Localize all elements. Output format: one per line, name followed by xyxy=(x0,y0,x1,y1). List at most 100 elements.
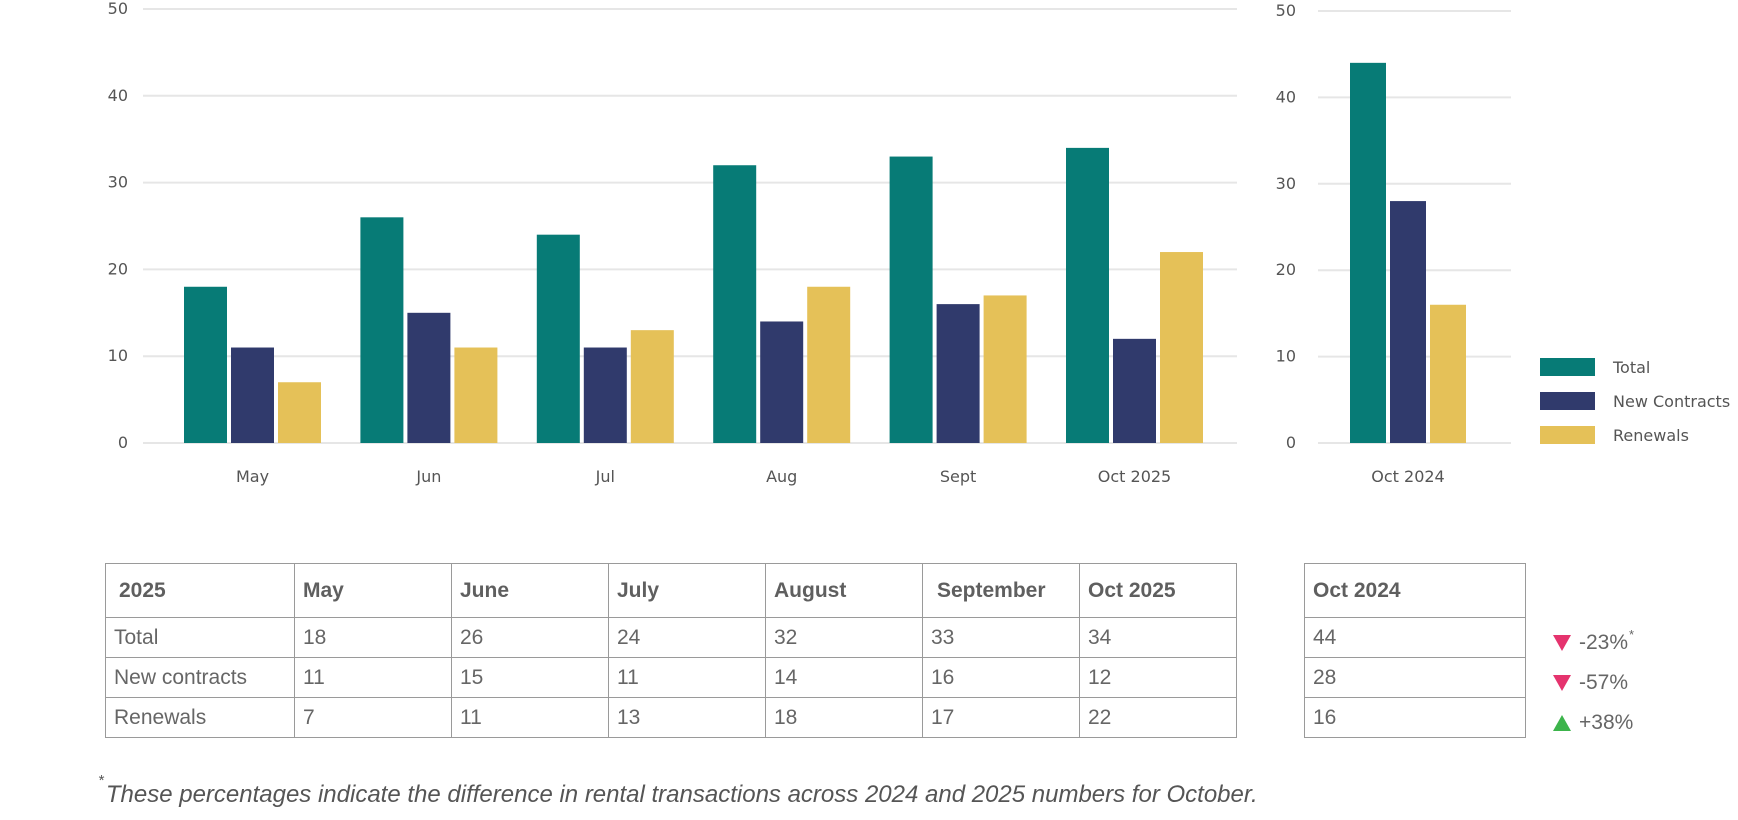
cell: 18 xyxy=(294,617,452,658)
chart-legend: Total New Contracts Renewals xyxy=(1540,358,1730,445)
legend-label-new-contracts: New Contracts xyxy=(1613,392,1730,411)
row-label-new-contracts: New contracts xyxy=(105,657,295,698)
cell: 15 xyxy=(451,657,609,698)
bar-renewals-sept xyxy=(983,295,1027,443)
cell: 28 xyxy=(1304,657,1526,698)
bar-new-contracts-oct-2024 xyxy=(1390,201,1426,443)
table-row: New contracts 11 15 11 14 16 12 xyxy=(105,657,1237,698)
y-tick-label: 30 xyxy=(1276,174,1296,193)
cell: 44 xyxy=(1304,617,1526,658)
cell: 11 xyxy=(451,697,609,738)
table-row: 28 xyxy=(1304,657,1526,698)
bar-new-contracts-oct-2025 xyxy=(1113,338,1156,443)
cell: 14 xyxy=(765,657,923,698)
cell: 32 xyxy=(765,617,923,658)
y-tick-label: 30 xyxy=(108,173,128,192)
table-row: 44 xyxy=(1304,617,1526,658)
y-tick-label: 40 xyxy=(1276,87,1296,106)
change-total-value: -23% xyxy=(1579,631,1629,654)
table-header-row: 2025 May June July August September Oct … xyxy=(105,563,1237,618)
header-september: September xyxy=(922,563,1080,618)
down-arrow-icon xyxy=(1553,675,1571,691)
cell: 7 xyxy=(294,697,452,738)
bar-new-contracts-may xyxy=(231,347,274,443)
x-tick-label: Jul xyxy=(595,467,615,486)
bar-total-jul xyxy=(536,234,580,443)
cell: 16 xyxy=(1304,697,1526,738)
legend-swatch-renewals xyxy=(1540,426,1595,444)
y-tick-label: 10 xyxy=(1276,347,1296,366)
cell: 12 xyxy=(1079,657,1237,698)
change-renewals: +38% xyxy=(1553,709,1633,737)
header-year: 2025 xyxy=(105,563,295,618)
table-row: Total 18 26 24 32 33 34 xyxy=(105,617,1237,658)
x-tick-label: Sept xyxy=(940,467,976,486)
oct-2024-bar-chart: 0 10 20 30 40 50 Oct 2024 xyxy=(1276,1,1511,486)
header-may: May xyxy=(294,563,452,618)
bar-renewals-jun xyxy=(454,347,498,443)
y-tick-label: 0 xyxy=(118,433,128,452)
charts-area: 0 10 20 30 40 50 May Jun Jul Aug Sept Oct 2025 0 10 2… xyxy=(108,0,1731,486)
cell: 11 xyxy=(294,657,452,698)
bar-total-sept xyxy=(889,156,933,443)
bar-total-oct-2025 xyxy=(1066,147,1109,443)
down-arrow-icon xyxy=(1553,635,1571,651)
y-tick-label: 40 xyxy=(108,86,128,105)
change-renewals-value: +38% xyxy=(1579,711,1634,734)
cell: 34 xyxy=(1079,617,1237,658)
bar-total-oct-2024 xyxy=(1350,62,1386,444)
cell: 18 xyxy=(765,697,923,738)
header-oct-2024: Oct 2024 xyxy=(1304,563,1526,618)
bar-renewals-aug xyxy=(807,286,851,443)
change-total: -23% * xyxy=(1553,627,1634,657)
header-july: July xyxy=(608,563,766,618)
monthly-bar-chart: 0 10 20 30 40 50 May Jun Jul Aug Sept Oct 2025 xyxy=(108,0,1237,486)
cell: 26 xyxy=(451,617,609,658)
monthly-data-table: 2025 May June July August September Oct … xyxy=(105,563,1237,738)
row-label-renewals: Renewals xyxy=(105,697,295,738)
y-tick-label: 20 xyxy=(1276,260,1296,279)
cell: 24 xyxy=(608,617,766,658)
oct-2024-data-table: Oct 2024 44 28 16 xyxy=(1304,563,1526,738)
x-tick-label: Jun xyxy=(415,467,441,486)
bar-new-contracts-sept xyxy=(936,304,980,443)
y-tick-label: 0 xyxy=(1286,433,1296,452)
change-new-contracts: -57% xyxy=(1553,669,1628,697)
table-header-row: Oct 2024 xyxy=(1304,563,1526,618)
bar-total-jun xyxy=(360,217,404,443)
header-oct-2025: Oct 2025 xyxy=(1079,563,1237,618)
bar-total-aug xyxy=(713,165,757,444)
x-tick-label: May xyxy=(236,467,269,486)
legend-swatch-total xyxy=(1540,358,1595,376)
header-august: August xyxy=(765,563,923,618)
legend-label-total: Total xyxy=(1612,358,1650,377)
legend-swatch-new-contracts xyxy=(1540,392,1595,410)
bar-renewals-oct-2025 xyxy=(1160,252,1203,443)
cell: 17 xyxy=(922,697,1080,738)
footnote-text: These percentages indicate the differenc… xyxy=(105,781,1258,808)
cell: 22 xyxy=(1079,697,1237,738)
x-tick-label: Oct 2025 xyxy=(1098,467,1171,486)
bar-total-may xyxy=(184,286,227,443)
bar-new-contracts-jun xyxy=(407,312,451,443)
bar-renewals-jul xyxy=(630,330,674,443)
cell: 13 xyxy=(608,697,766,738)
header-june: June xyxy=(451,563,609,618)
table-row: 16 xyxy=(1304,697,1526,738)
cell: 33 xyxy=(922,617,1080,658)
bar-new-contracts-aug xyxy=(760,321,804,443)
x-tick-label: Aug xyxy=(766,467,797,486)
up-arrow-icon xyxy=(1553,715,1571,731)
cell: 11 xyxy=(608,657,766,698)
change-new-contracts-value: -57% xyxy=(1579,671,1629,694)
y-tick-label: 50 xyxy=(1276,1,1296,20)
y-tick-label: 50 xyxy=(108,0,128,18)
cell: 16 xyxy=(922,657,1080,698)
y-tick-label: 10 xyxy=(108,346,128,365)
row-label-total: Total xyxy=(105,617,295,658)
x-tick-label: Oct 2024 xyxy=(1371,467,1444,486)
bar-new-contracts-jul xyxy=(583,347,627,443)
footnote-marker: * xyxy=(1629,627,1635,642)
table-row: Renewals 7 11 13 18 17 22 xyxy=(105,697,1237,738)
y-tick-label: 20 xyxy=(108,259,128,278)
